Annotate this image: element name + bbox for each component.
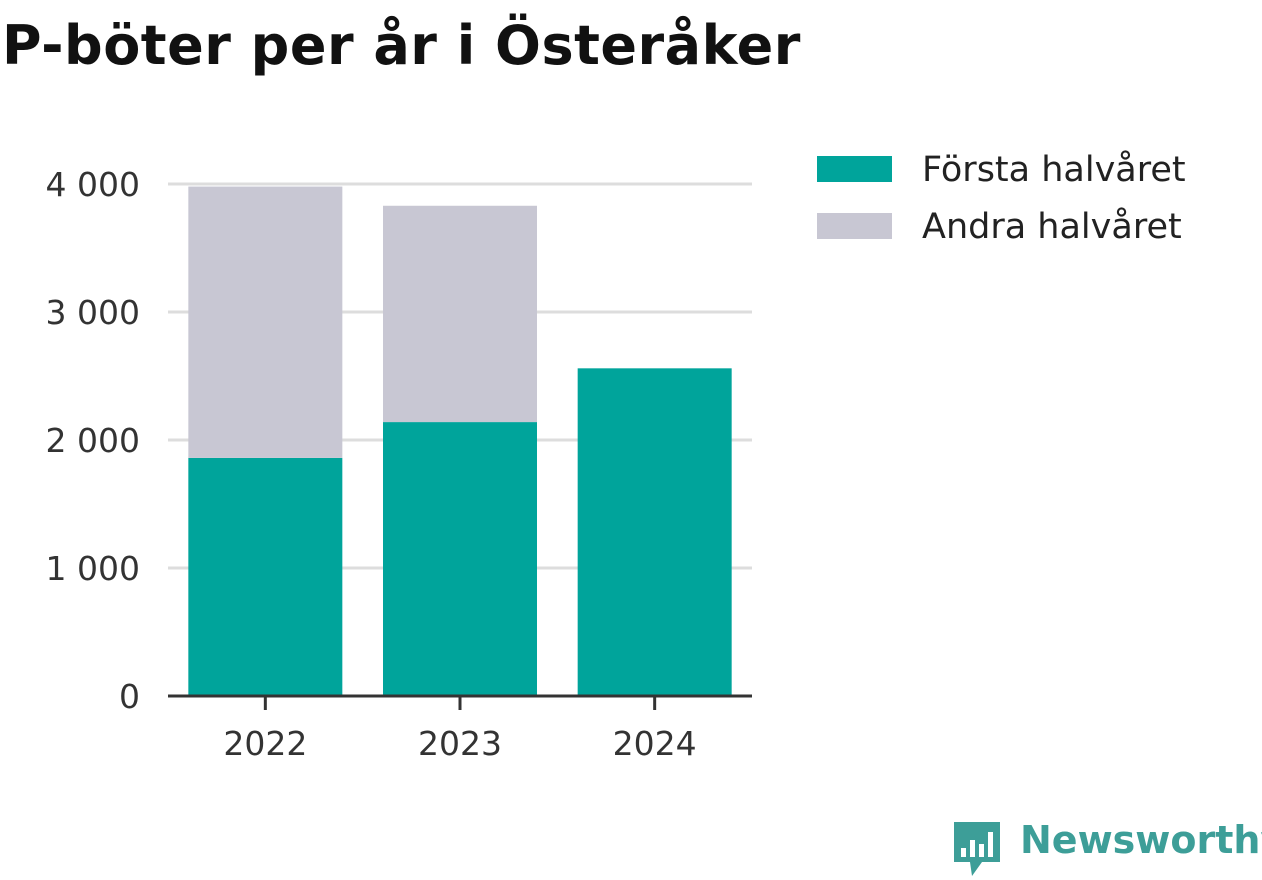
bar-segment: [577, 368, 732, 696]
x-tick-label: 2023: [418, 724, 502, 763]
legend: Första halvåret Andra halvåret: [817, 149, 1186, 247]
legend-swatch: [817, 213, 892, 239]
y-tick-label: 2 000: [46, 421, 140, 460]
bar-segment: [188, 457, 343, 696]
legend-label: Första halvåret: [922, 149, 1186, 190]
newsworthy-logo-icon: [954, 822, 1000, 876]
bar-segment: [383, 205, 537, 423]
y-tick-label: 4 000: [46, 165, 140, 204]
x-tick-label: 2022: [223, 724, 307, 763]
chart-title: P-böter per år i Österåker: [2, 14, 801, 77]
bar-segment: [188, 186, 343, 458]
legend-swatch: [817, 156, 892, 182]
brand-name: Newsworthy: [1020, 818, 1262, 862]
axes: 0 1 000 2 000 3 000 4 000 2022 2023 2024: [46, 165, 752, 763]
legend-label: Andra halvåret: [922, 206, 1182, 247]
x-tick-label: 2024: [613, 724, 697, 763]
y-tick-label: 3 000: [46, 293, 140, 332]
y-tick-label: 0: [119, 677, 140, 716]
bars: [188, 186, 732, 696]
bar-segment: [383, 422, 537, 696]
y-tick-label: 1 000: [46, 549, 140, 588]
newsworthy-logo: Newsworthy: [950, 818, 1262, 878]
